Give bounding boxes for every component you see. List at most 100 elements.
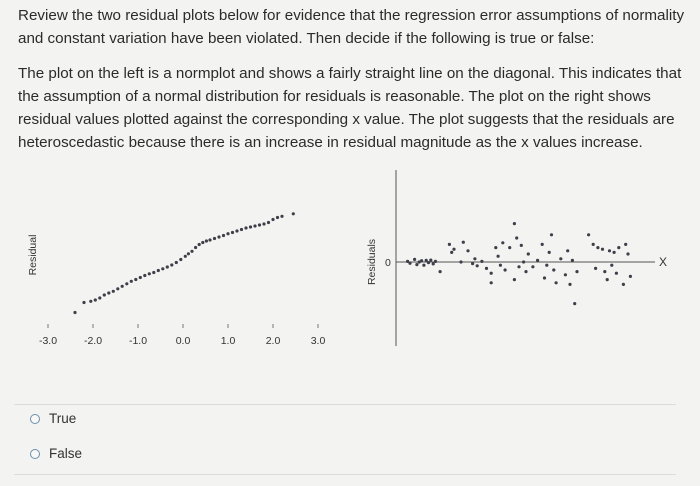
residual-point-0 [406,259,410,263]
normplot-point-15 [147,272,151,276]
normplot-point-35 [230,230,235,235]
residual-point-45 [547,250,551,254]
option-false[interactable]: False [30,446,82,461]
normplot-point-43 [266,220,271,225]
residuals-ylabel: Residuals [366,239,378,285]
residual-point-18 [466,249,470,253]
residual-point-4 [417,260,421,264]
normplot-point-0 [73,310,77,315]
normplot-tick-label-2: -1.0 [129,335,147,347]
normplot-point-32 [217,235,221,239]
normplot-point-3 [93,298,97,302]
residual-point-27 [496,254,500,258]
normplot-point-46 [280,214,284,218]
residual-point-71 [628,274,632,278]
residual-point-12 [438,270,442,274]
residual-point-7 [424,258,428,262]
residual-point-30 [503,268,507,272]
residual-point-46 [549,233,554,237]
residuals-x-label: X [659,255,667,269]
normplot-point-10 [125,282,129,286]
normplot-point-13 [138,275,142,280]
residual-point-48 [554,281,558,285]
normplot-point-38 [244,226,248,230]
residual-point-21 [475,264,479,268]
option-true[interactable]: True [30,411,76,426]
residual-point-70 [626,252,630,256]
residual-point-5 [420,259,424,263]
residual-point-42 [540,242,544,246]
normplot-point-21 [174,260,178,265]
normplot-ylabel: Residual [27,235,39,276]
normplot-point-9 [120,284,124,288]
residual-point-25 [489,281,493,285]
question-statement: The plot on the left is a normplot and s… [18,65,682,151]
normplot-point-7 [111,289,115,293]
radio-true[interactable] [30,413,40,424]
residual-point-58 [594,266,598,270]
normplot-point-44 [271,217,275,222]
normplot-points [73,212,295,315]
residual-point-26 [494,246,498,250]
residual-point-61 [603,270,607,274]
residual-point-23 [484,266,489,270]
residual-point-8 [426,261,431,265]
option-true-label: True [49,411,77,426]
normplot-point-31 [212,236,217,241]
normplot-point-39 [248,225,253,229]
residual-point-67 [617,246,621,250]
residual-point-59 [596,246,600,250]
residual-point-34 [515,236,519,240]
normplot-point-1 [82,300,86,305]
normplot-point-45 [275,215,280,220]
radio-false[interactable] [30,448,40,459]
residual-point-40 [531,265,535,269]
residual-point-66 [614,271,618,275]
residual-point-31 [508,246,512,250]
normplot-point-27 [197,242,201,247]
residual-point-17 [461,240,465,244]
residual-point-49 [559,257,563,261]
normplot-tick-label-1: -2.0 [84,335,102,347]
residual-point-53 [570,258,574,262]
residual-point-37 [522,260,526,264]
normplot-point-23 [183,254,187,258]
normplot-point-42 [262,222,266,226]
normplot-tick-label-0: -3.0 [39,335,57,347]
residual-point-44 [545,263,549,267]
residual-point-65 [612,250,616,254]
normplot-point-16 [152,270,156,275]
residual-point-13 [447,242,451,246]
normplot-point-26 [194,245,198,250]
normplot-point-4 [98,296,102,300]
normplot-tick-label-6: 3.0 [311,335,326,347]
normplot-tick-label-3: 0.0 [176,335,191,347]
residual-point-51 [566,249,570,253]
residuals-points [406,222,632,306]
normplot-point-14 [143,273,147,278]
residual-point-41 [536,258,540,262]
residual-point-69 [624,242,628,246]
divider-top [14,404,676,405]
normplot-point-11 [129,279,133,283]
normplot-point-28 [201,240,205,245]
normplot-point-40 [253,224,257,228]
normplot-point-24 [186,252,190,256]
normplot-point-47 [291,212,295,216]
normplot-point-34 [226,232,230,236]
residual-point-22 [480,259,484,263]
residual-point-15 [452,247,456,251]
divider-bottom [14,474,676,475]
residual-point-68 [621,282,625,286]
residual-point-11 [433,259,438,263]
residual-point-64 [610,263,614,267]
normplot-chart: Residual -3.0 -2.0 -1.0 0.0 1.0 2.0 3.0 [27,212,326,347]
residual-point-43 [542,276,547,280]
residual-point-60 [600,247,605,251]
residuals-vs-x-chart: Residuals 0 X [366,170,667,346]
residual-point-33 [512,278,516,282]
residual-point-1 [408,261,412,265]
residual-point-2 [413,257,417,261]
residual-point-54 [573,302,577,306]
normplot-point-36 [235,229,239,233]
